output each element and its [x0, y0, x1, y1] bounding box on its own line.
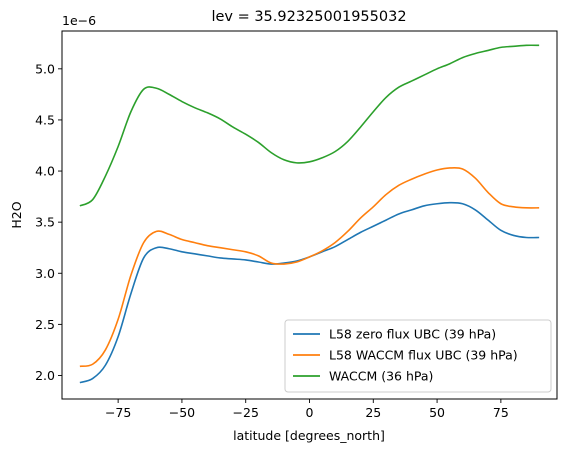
- y-tick-label: 2.5: [35, 317, 55, 332]
- y-axis: 2.0 2.5 3.0 3.5 4.0 4.5 5.0: [35, 61, 62, 383]
- x-tick-label: 0: [306, 405, 314, 420]
- series-lines: [79, 44, 540, 384]
- y-tick-label: 3.5: [35, 215, 55, 230]
- y-tick-label: 2.0: [35, 368, 55, 383]
- y-offset-text: 1e−6: [62, 13, 96, 28]
- legend-box: [284, 319, 552, 393]
- y-tick-label: 4.5: [35, 112, 55, 127]
- legend-label: L58 zero flux UBC (39 hPa): [329, 327, 496, 342]
- y-tick-label: 5.0: [35, 61, 55, 76]
- series-line-3: [79, 44, 540, 207]
- y-tick-label: 4.0: [35, 164, 55, 179]
- y-tick-label: 3.0: [35, 266, 55, 281]
- x-tick-label: 75: [493, 405, 509, 420]
- x-tick-label: 25: [365, 405, 381, 420]
- x-tick-label: −75: [105, 405, 131, 420]
- chart-title: lev = 35.92325001955032: [211, 9, 406, 25]
- x-tick-label: −25: [233, 405, 259, 420]
- x-tick-label: 50: [429, 405, 445, 420]
- x-axis: −75 −50 −25 0 25 50 75: [105, 399, 509, 420]
- legend-label: WACCM (36 hPa): [329, 369, 433, 384]
- legend: L58 zero flux UBC (39 hPa) L58 WACCM flux…: [284, 319, 552, 393]
- x-tick-label: −50: [169, 405, 195, 420]
- x-axis-label: latitude [degrees_north]: [233, 428, 385, 443]
- series-line-2: [79, 166, 540, 368]
- y-axis-label: H2O: [9, 201, 24, 228]
- legend-label: L58 WACCM flux UBC (39 hPa): [329, 348, 518, 363]
